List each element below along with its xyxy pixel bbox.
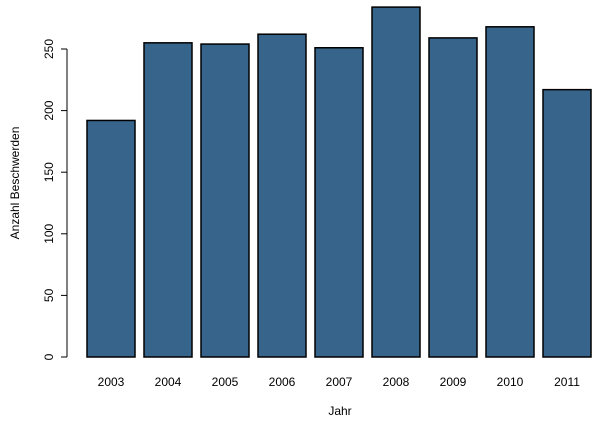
bar [86,119,136,358]
y-tick-label: 150 [42,162,56,182]
x-tick-label: 2005 [212,375,239,389]
y-tick-label: 50 [42,288,56,302]
bar [200,43,250,358]
bar [542,88,592,358]
bar [428,37,478,358]
y-tick-label: 200 [42,100,56,120]
x-tick-label: 2009 [440,375,467,389]
bar [257,33,307,358]
x-tick-label: 2007 [326,375,353,389]
x-tick-label: 2008 [383,375,410,389]
x-tick-label: 2010 [497,375,524,389]
y-tick-label: 100 [42,223,56,243]
bar [371,6,421,358]
x-tick-label: 2004 [155,375,182,389]
x-axis-title: Jahr [328,404,351,418]
x-tick-label: 2003 [98,375,125,389]
bar [314,47,364,358]
y-tick-label: 0 [42,353,56,360]
bar [485,26,535,358]
x-tick-label: 2006 [269,375,296,389]
x-tick-label: 2011 [554,375,580,389]
y-axis-title: Anzahl Beschwerden [8,127,22,240]
bar [143,42,193,358]
y-tick-label: 250 [42,39,56,59]
